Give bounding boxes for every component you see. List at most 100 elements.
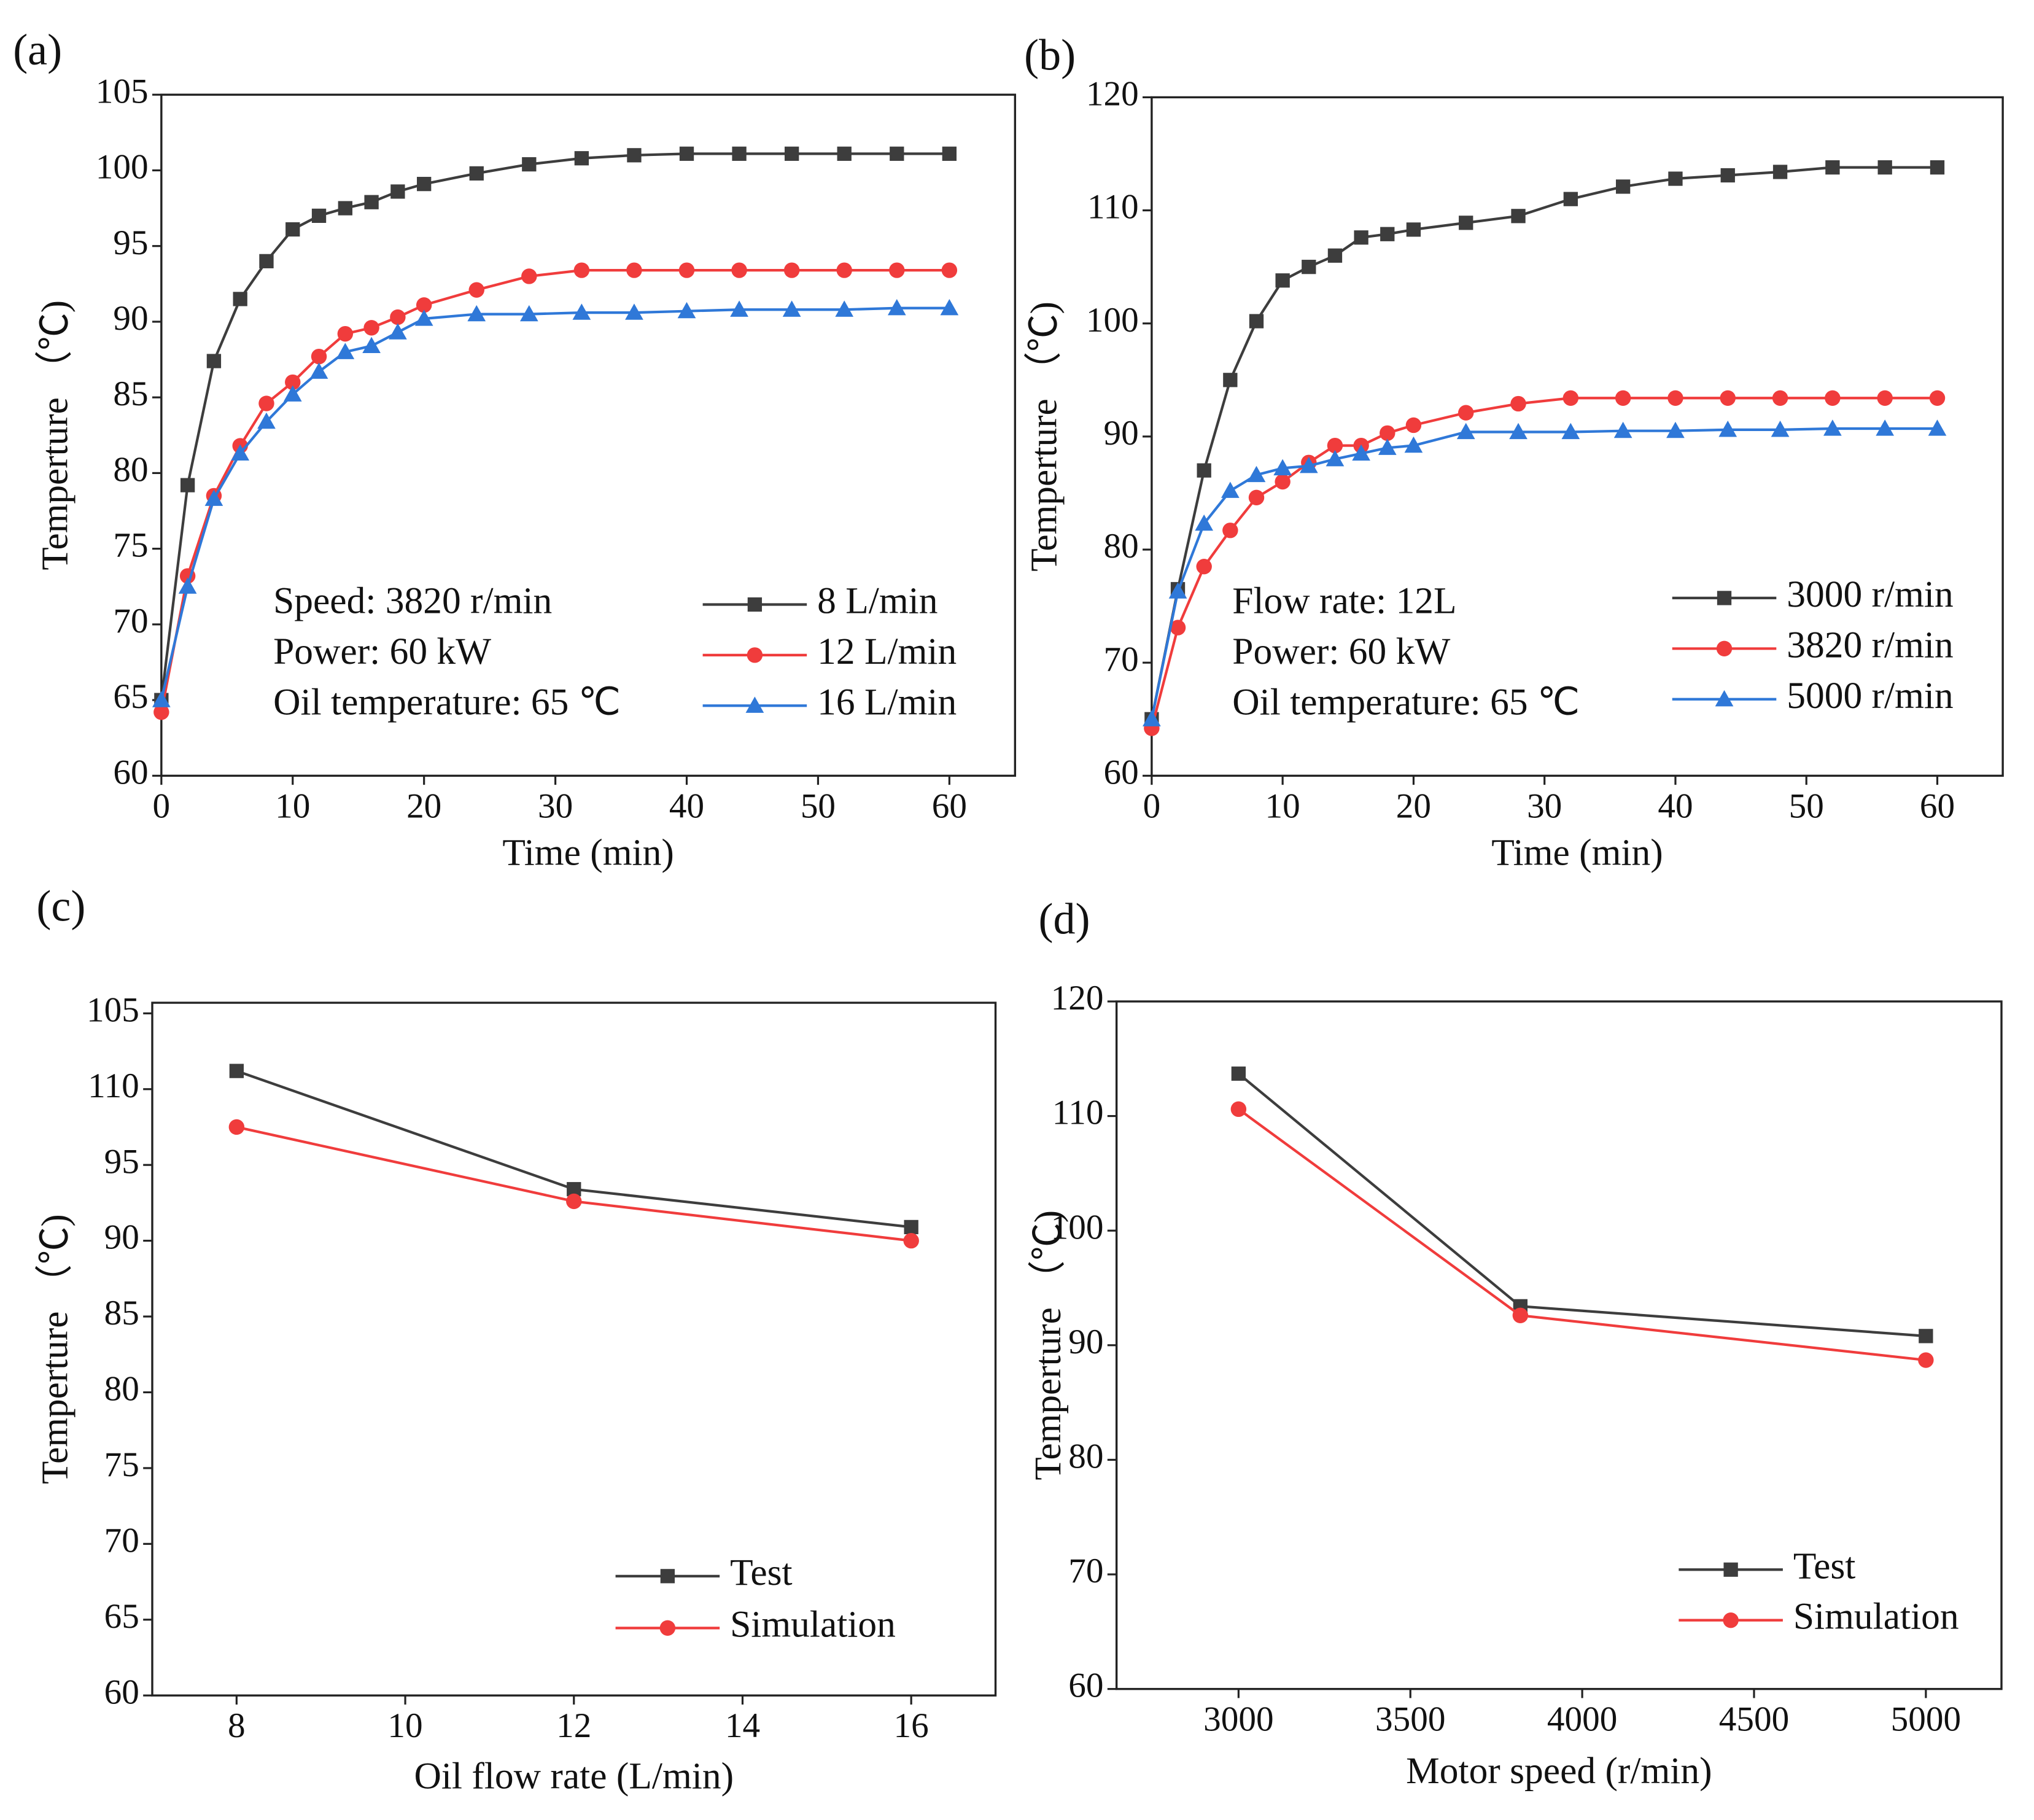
marker bbox=[1404, 436, 1423, 453]
marker bbox=[1143, 710, 1161, 726]
marker bbox=[1666, 421, 1685, 438]
y-axis-label: Temperture （℃) bbox=[34, 300, 76, 570]
marker bbox=[1326, 449, 1345, 467]
marker bbox=[283, 385, 302, 402]
marker bbox=[678, 262, 695, 278]
y-tick-label: 60 bbox=[104, 1673, 139, 1711]
marker bbox=[566, 1193, 582, 1210]
marker bbox=[1273, 459, 1292, 476]
y-tick-label: 90 bbox=[1103, 414, 1138, 453]
marker bbox=[1877, 390, 1893, 406]
legend-marker bbox=[1717, 591, 1732, 605]
marker bbox=[836, 262, 852, 278]
marker bbox=[1170, 620, 1186, 636]
y-tick-label: 70 bbox=[113, 602, 148, 640]
marker bbox=[889, 262, 905, 278]
legend-marker bbox=[659, 1620, 676, 1636]
x-tick-label: 50 bbox=[801, 787, 836, 825]
x-tick-label: 16 bbox=[894, 1706, 929, 1745]
y-tick-label: 60 bbox=[1103, 753, 1138, 792]
marker bbox=[1667, 390, 1683, 406]
marker bbox=[1196, 558, 1212, 575]
annotation: Flow rate: 12L bbox=[1232, 580, 1456, 622]
y-tick-label: 75 bbox=[113, 526, 148, 565]
legend-marker bbox=[747, 647, 763, 663]
marker bbox=[1327, 248, 1343, 263]
legend-label: 8 L/min bbox=[817, 580, 937, 622]
x-tick-label: 0 bbox=[153, 787, 171, 825]
marker bbox=[363, 320, 379, 336]
y-tick-label: 70 bbox=[1103, 640, 1138, 679]
marker bbox=[153, 704, 169, 720]
x-tick-label: 4500 bbox=[1719, 1700, 1789, 1739]
annotation: Oil temperature: 65 ℃ bbox=[273, 681, 621, 723]
marker bbox=[469, 166, 484, 181]
marker bbox=[887, 298, 906, 316]
y-axis-label: Temperture （℃) bbox=[1027, 1210, 1069, 1480]
legend-label: 3000 r/min bbox=[1787, 574, 1953, 615]
series-line bbox=[1238, 1072, 1927, 1337]
marker bbox=[1772, 390, 1788, 406]
marker bbox=[1718, 421, 1737, 437]
marker bbox=[1877, 160, 1892, 175]
y-tick-label: 75 bbox=[104, 1445, 139, 1484]
y-tick-label: 80 bbox=[104, 1370, 139, 1409]
marker bbox=[152, 691, 171, 707]
y-tick-label: 80 bbox=[1068, 1437, 1103, 1476]
marker bbox=[1459, 216, 1473, 230]
marker bbox=[1613, 421, 1632, 438]
annotation: Power: 60 kW bbox=[1232, 631, 1450, 672]
marker bbox=[521, 268, 537, 284]
marker bbox=[285, 222, 300, 237]
x-tick-label: 14 bbox=[725, 1706, 760, 1745]
x-tick-label: 3500 bbox=[1375, 1700, 1445, 1739]
marker bbox=[1615, 390, 1631, 406]
marker bbox=[522, 157, 537, 172]
y-tick-label: 90 bbox=[1068, 1323, 1103, 1361]
marker bbox=[259, 254, 274, 268]
y-axis-label: Temperture （℃) bbox=[34, 1214, 76, 1484]
marker bbox=[1668, 171, 1683, 186]
marker bbox=[390, 309, 406, 325]
x-axis-label: Motor speed (r/min) bbox=[1406, 1750, 1712, 1792]
marker bbox=[1561, 422, 1580, 440]
marker bbox=[1302, 260, 1316, 274]
legend-marker bbox=[660, 1569, 675, 1584]
y-tick-label: 60 bbox=[113, 753, 148, 792]
marker bbox=[1929, 390, 1946, 406]
legend-label: 3820 r/min bbox=[1787, 624, 1953, 666]
marker bbox=[941, 262, 958, 278]
marker bbox=[940, 298, 959, 316]
x-tick-label: 10 bbox=[387, 1706, 422, 1745]
marker bbox=[1563, 192, 1578, 206]
y-tick-label: 110 bbox=[1052, 1094, 1104, 1132]
y-tick-label: 65 bbox=[113, 677, 148, 716]
marker bbox=[206, 354, 222, 368]
legend-marker bbox=[1723, 1562, 1738, 1577]
marker bbox=[1772, 165, 1788, 179]
marker bbox=[626, 262, 642, 278]
marker bbox=[1562, 390, 1579, 406]
marker bbox=[1930, 160, 1945, 175]
y-tick-label: 65 bbox=[104, 1597, 139, 1636]
marker bbox=[1230, 1101, 1247, 1118]
y-tick-label: 95 bbox=[104, 1142, 139, 1181]
x-tick-label: 10 bbox=[275, 787, 310, 825]
x-tick-label: 50 bbox=[1789, 787, 1824, 825]
legend-label: 5000 r/min bbox=[1787, 675, 1953, 717]
legend-marker bbox=[1723, 1612, 1739, 1628]
marker bbox=[414, 309, 433, 326]
marker bbox=[1918, 1352, 1934, 1368]
marker bbox=[731, 262, 747, 278]
marker bbox=[228, 1119, 245, 1135]
marker bbox=[1352, 444, 1370, 461]
marker bbox=[311, 208, 327, 224]
marker bbox=[1405, 417, 1422, 434]
marker bbox=[178, 577, 197, 594]
marker bbox=[1247, 465, 1266, 483]
x-axis-label: Time (min) bbox=[1491, 831, 1663, 873]
marker bbox=[362, 336, 381, 353]
marker bbox=[784, 146, 799, 161]
marker bbox=[1928, 419, 1947, 436]
